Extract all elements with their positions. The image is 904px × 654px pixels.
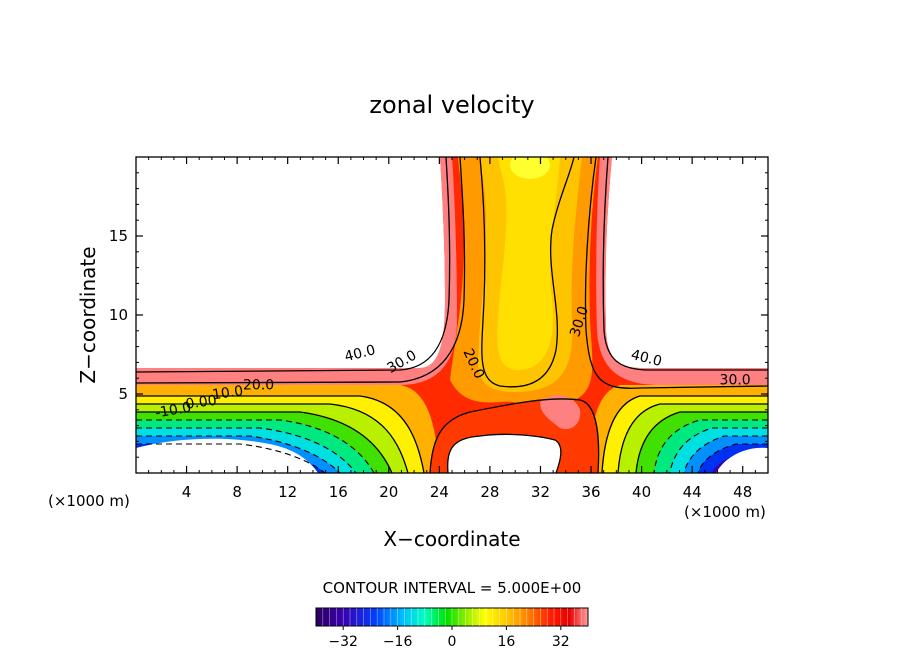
contour-lines-negative	[136, 419, 768, 473]
colorbar-ticks: −32 −16 0 16 32	[328, 626, 570, 650]
contour-40-left	[136, 157, 451, 373]
colorbar-stripes	[322, 608, 582, 626]
colorbar-tick-label: −16	[383, 634, 413, 650]
contour-interval-caption: CONTOUR INTERVAL = 5.000E+00	[323, 579, 582, 597]
x-unit-label: (×1000 m)	[684, 503, 766, 521]
contour-20-left	[136, 395, 425, 473]
chart-title: zonal velocity	[369, 91, 534, 119]
contour-label: 0.00	[185, 393, 218, 413]
blank-right-core	[716, 447, 768, 473]
colorbar-tick-label: 16	[497, 634, 515, 650]
region-yellow	[497, 157, 560, 371]
y-tick-label: 15	[109, 227, 128, 245]
y-axis-ticks: 5 10 15	[109, 172, 768, 458]
x-tick-label: 40	[632, 483, 651, 501]
contour-blank-core	[446, 433, 562, 473]
x-tick-label: 24	[430, 483, 449, 501]
contour-label: -10.0	[154, 400, 192, 422]
colorbar-tick-label: −32	[328, 634, 358, 650]
contour-10-right	[617, 403, 768, 473]
x-tick-label: 20	[379, 483, 398, 501]
contour-20	[479, 157, 575, 388]
x-tick-label: 4	[182, 483, 192, 501]
contour-label: 40.0	[629, 347, 663, 370]
region-lower-pink	[540, 395, 581, 430]
x-tick-label: 48	[733, 483, 752, 501]
contour-20-right	[601, 395, 768, 473]
contour-neg20-left	[136, 435, 341, 473]
colorbar-tick-label: 32	[552, 634, 570, 650]
contour-neg15-right	[669, 427, 768, 473]
x-tick-label: 32	[531, 483, 550, 501]
x-tick-label: 28	[480, 483, 499, 501]
contour-lower-core	[429, 398, 600, 473]
y-tick-label: 10	[109, 306, 128, 324]
contour-30-left	[136, 157, 466, 384]
region-edge-pink-right	[596, 157, 768, 385]
x-tick-label: 12	[278, 483, 297, 501]
contour-field	[136, 157, 768, 473]
x-tick-label: 16	[329, 483, 348, 501]
blank-center-core	[447, 434, 561, 473]
contour-label: 20.0	[243, 377, 274, 393]
contour-neg20-right	[683, 435, 768, 473]
contour-neg15-left	[136, 427, 357, 473]
x-tick-label: 44	[683, 483, 702, 501]
contour-neg25-right	[697, 443, 768, 473]
y-tick-label: 5	[118, 385, 128, 403]
contour-0-left	[136, 411, 393, 473]
contour-40-right	[602, 157, 768, 371]
y-axis-label: Z−coordinate	[76, 246, 100, 383]
contour-10-left	[136, 403, 409, 473]
contour-lines	[136, 157, 768, 473]
blank-left-core	[136, 438, 318, 473]
x-tick-label: 36	[581, 483, 600, 501]
colorbar-tick-label: 0	[448, 634, 457, 650]
x-tick-label: 8	[232, 483, 242, 501]
x-axis-label: X−coordinate	[383, 527, 520, 551]
contour-label: 40.0	[343, 342, 377, 365]
contour-label: 10.0	[211, 383, 244, 403]
contour-30-right	[584, 157, 768, 389]
contour-label: 30.0	[720, 373, 751, 389]
contour-0-right	[635, 411, 768, 473]
region-bright-yellow	[510, 157, 550, 179]
x-axis-ticks: 4 8 12 16 20 24 28 32 36 40 44 48	[148, 157, 756, 501]
z-unit-label: (×1000 m)	[48, 492, 130, 510]
